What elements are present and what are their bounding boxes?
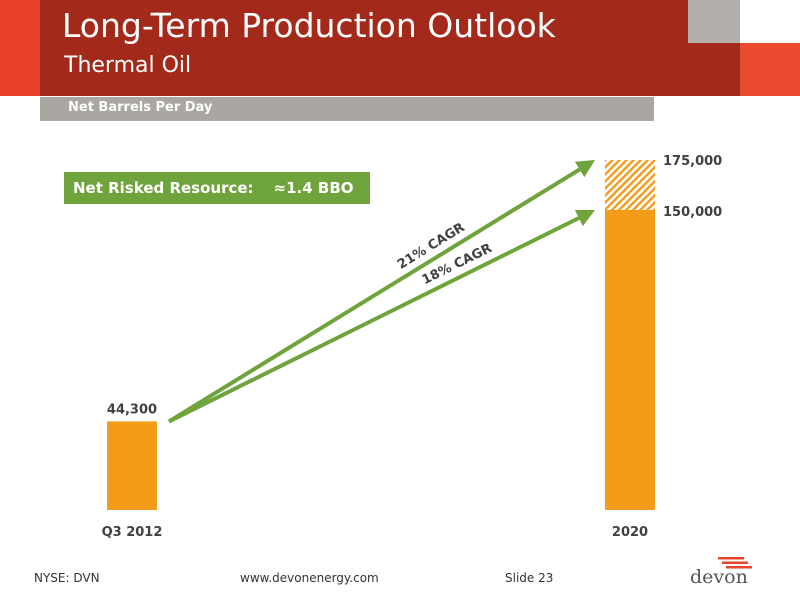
header-band (40, 0, 740, 96)
production-chart: 21% CAGR 18% CAGR 44,300 175,000 150,000… (102, 154, 723, 540)
logo-stripes-icon (718, 557, 752, 569)
bar-2020-base (605, 210, 655, 510)
slide-title: Long-Term Production Outlook (62, 6, 556, 45)
footer-website[interactable]: www.devonenergy.com (240, 571, 379, 585)
section-bar: Net Barrels Per Day (40, 97, 654, 121)
bar-q3-2012 (107, 421, 157, 510)
footer-slide-number: Slide 23 (505, 571, 554, 585)
devon-logo: devon (690, 556, 770, 592)
footer-ticker: NYSE: DVN (34, 571, 100, 585)
arrow-21-cagr (167, 167, 581, 424)
resource-label: Net Risked Resource: (73, 179, 254, 197)
bar-2020-upside (605, 160, 655, 210)
data-label-150000: 150,000 (663, 205, 722, 220)
resource-callout: Net Risked Resource: ≈1.4 BBO (64, 172, 370, 204)
logo-wordmark: devon (690, 566, 748, 588)
section-label: Net Barrels Per Day (68, 100, 213, 115)
data-label-44300: 44,300 (107, 402, 157, 417)
header-accent-grey (688, 0, 740, 43)
slide-subtitle: Thermal Oil (64, 53, 192, 78)
resource-value: ≈1.4 BBO (273, 179, 354, 197)
category-label-2020: 2020 (612, 525, 648, 540)
arrowhead-18-cagr (574, 209, 595, 227)
category-label-q3-2012: Q3 2012 (102, 525, 163, 540)
header-corner (740, 0, 800, 43)
arrow-18-cagr (168, 216, 580, 424)
header-accent-left (0, 0, 40, 96)
data-label-175000: 175,000 (663, 154, 722, 169)
arrowhead-21-cagr (574, 160, 595, 178)
header-accent-right (740, 43, 800, 96)
